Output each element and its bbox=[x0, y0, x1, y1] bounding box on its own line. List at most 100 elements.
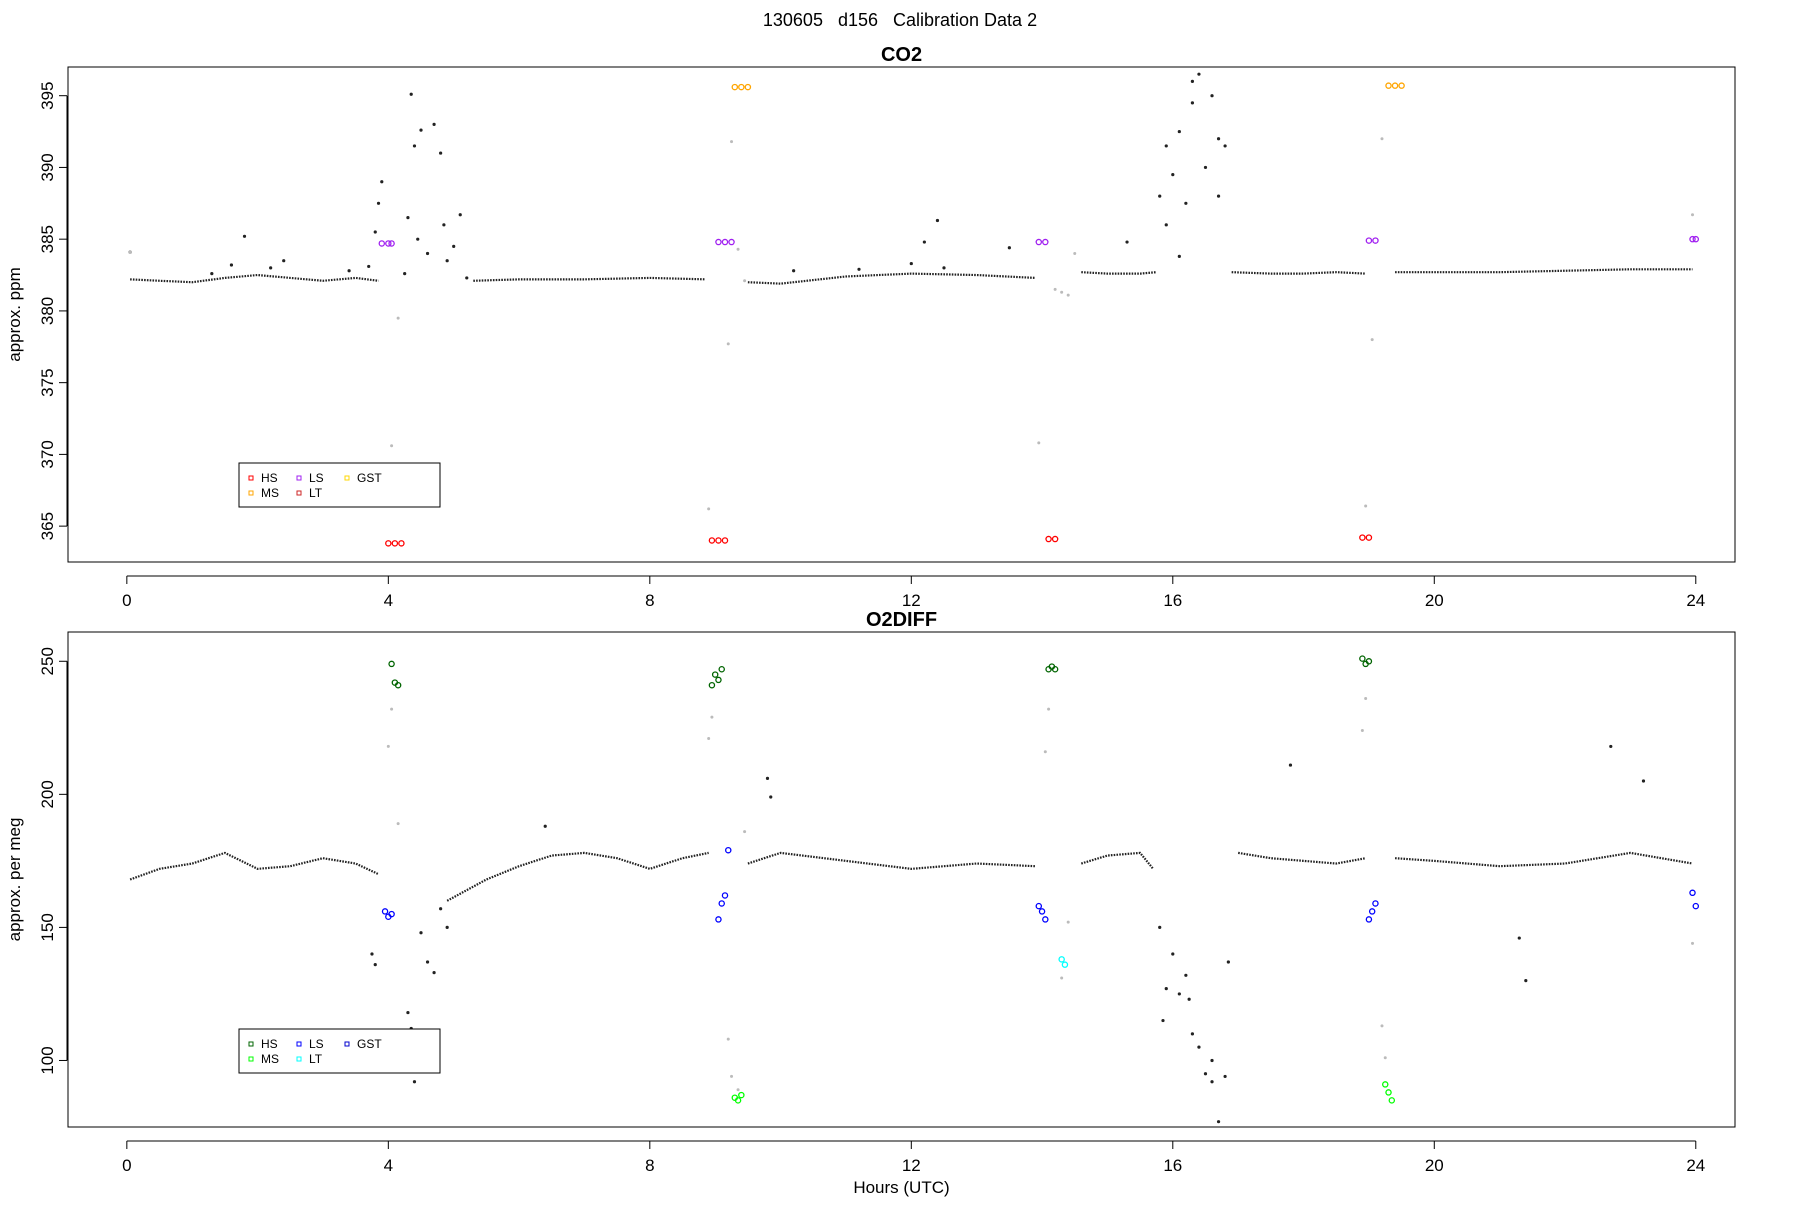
data-point bbox=[1288, 763, 1293, 767]
data-point bbox=[406, 1010, 410, 1015]
x-tick-label: 20 bbox=[1425, 1156, 1444, 1175]
series-ms bbox=[731, 1081, 1396, 1104]
data-point bbox=[1210, 1058, 1214, 1063]
data-point bbox=[370, 952, 374, 956]
data-point bbox=[1177, 254, 1181, 258]
legend-label: GST bbox=[357, 471, 382, 485]
y-tick-label: 100 bbox=[38, 1046, 57, 1074]
legend-label: MS bbox=[261, 1052, 279, 1066]
data-point bbox=[458, 213, 462, 217]
data-point bbox=[1184, 973, 1188, 977]
data-point bbox=[1370, 338, 1374, 342]
data-point bbox=[711, 671, 719, 678]
data-point bbox=[1380, 137, 1384, 141]
legend-marker bbox=[296, 1041, 302, 1047]
data-point bbox=[269, 266, 273, 270]
data-point bbox=[1037, 441, 1041, 445]
y-axis-label: approx. per meg bbox=[5, 818, 24, 942]
x-tick-label: 16 bbox=[1163, 1156, 1182, 1175]
data-point bbox=[445, 259, 449, 263]
data-point bbox=[385, 540, 392, 547]
data-point bbox=[1692, 902, 1700, 910]
data-point bbox=[1365, 658, 1373, 665]
data-point bbox=[1609, 744, 1613, 749]
data-point bbox=[738, 1091, 745, 1099]
data-point bbox=[388, 240, 395, 247]
data-point bbox=[1051, 535, 1059, 543]
data-point bbox=[721, 238, 729, 246]
baseline-segment bbox=[129, 851, 379, 881]
data-point bbox=[708, 681, 716, 689]
data-point bbox=[425, 251, 430, 256]
data-point bbox=[1051, 666, 1059, 673]
data-point bbox=[396, 822, 400, 826]
data-point bbox=[398, 540, 405, 547]
data-point bbox=[769, 795, 773, 799]
baseline-segment bbox=[1237, 851, 1366, 865]
data-point bbox=[1161, 1018, 1165, 1023]
data-point bbox=[792, 269, 796, 273]
data-point bbox=[1216, 194, 1221, 198]
data-point bbox=[1691, 213, 1695, 217]
data-point bbox=[715, 916, 722, 923]
data-point bbox=[1359, 655, 1366, 662]
y-tick-label: 150 bbox=[38, 913, 57, 941]
data-point bbox=[373, 230, 377, 234]
legend-marker bbox=[248, 490, 254, 496]
data-point bbox=[1197, 72, 1201, 76]
data-point bbox=[718, 666, 725, 673]
x-tick-label: 20 bbox=[1425, 591, 1444, 610]
data-point bbox=[1035, 238, 1043, 246]
data-point bbox=[1045, 535, 1052, 543]
data-point bbox=[1385, 1089, 1392, 1096]
x-tick-label: 24 bbox=[1686, 591, 1705, 610]
data-point bbox=[1164, 987, 1168, 991]
x-tick-label: 8 bbox=[645, 591, 654, 610]
y-tick-label: 200 bbox=[38, 780, 57, 808]
data-point bbox=[210, 272, 214, 276]
legend-label: HS bbox=[261, 1037, 278, 1051]
data-point bbox=[1177, 129, 1181, 134]
y-tick-label: 385 bbox=[38, 225, 57, 253]
data-point bbox=[1391, 82, 1399, 89]
data-point bbox=[1190, 1032, 1195, 1036]
data-point bbox=[1372, 237, 1379, 244]
baseline-segment bbox=[1081, 271, 1157, 275]
data-point bbox=[1210, 94, 1214, 98]
data-point bbox=[725, 846, 732, 854]
data-point bbox=[381, 908, 389, 915]
series-sample bbox=[129, 851, 1693, 902]
data-point bbox=[1164, 144, 1168, 148]
legend-marker bbox=[296, 490, 302, 496]
data-point bbox=[390, 707, 394, 711]
baseline-segment bbox=[1395, 268, 1693, 274]
data-point bbox=[439, 907, 443, 911]
data-point bbox=[1164, 223, 1168, 227]
data-point bbox=[1073, 252, 1077, 256]
data-point bbox=[432, 122, 436, 126]
data-point bbox=[1184, 201, 1188, 205]
y-tick-label: 395 bbox=[38, 82, 57, 110]
legend-label: LT bbox=[309, 486, 323, 500]
data-point bbox=[378, 240, 386, 247]
data-point bbox=[1190, 79, 1195, 83]
data-point bbox=[715, 537, 722, 544]
series-hs bbox=[385, 534, 1373, 547]
data-point bbox=[922, 240, 926, 244]
x-tick-label: 8 bbox=[645, 1156, 654, 1175]
y-tick-label: 380 bbox=[38, 297, 57, 325]
data-point bbox=[728, 238, 735, 246]
y-tick-label: 390 bbox=[38, 153, 57, 181]
y-axis-label: approx. ppm bbox=[5, 267, 24, 362]
data-point bbox=[1689, 889, 1696, 897]
data-point bbox=[1216, 137, 1221, 141]
x-tick-label: 4 bbox=[384, 591, 393, 610]
data-point bbox=[707, 507, 711, 511]
data-point bbox=[1203, 1072, 1208, 1076]
legend-marker bbox=[344, 1041, 350, 1047]
figure-title: 130605 d156 Calibration Data 2 bbox=[762, 10, 1038, 30]
y-tick-label: 250 bbox=[38, 647, 57, 675]
x-tick-label: 12 bbox=[902, 1156, 921, 1175]
data-point bbox=[1171, 173, 1175, 177]
series-flush bbox=[128, 137, 1695, 511]
